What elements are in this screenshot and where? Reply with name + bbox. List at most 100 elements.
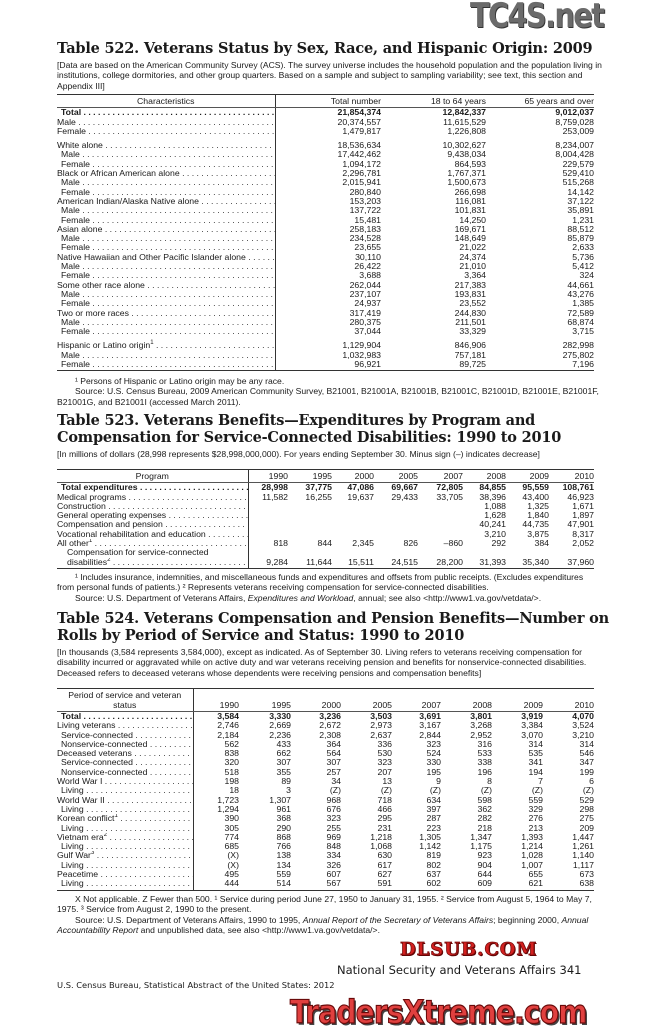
cell-value: 11,615,529 (443, 116, 486, 127)
row-label: Female (57, 126, 276, 137)
cell-value: 3,384 (521, 720, 543, 731)
row-label: Female (57, 159, 276, 170)
table-row: Two or more races 317,419 244,830 72,589 (57, 307, 594, 318)
row-label-text: Vietnam era (57, 832, 104, 842)
cell-value: 37,122 (567, 195, 594, 206)
cell-value: 28,998 (261, 482, 288, 493)
cell-value: 655 (528, 869, 544, 880)
leader-dots (129, 309, 274, 318)
cell-value: 46,923 (567, 491, 594, 502)
row-label: Some other race alone (57, 280, 276, 290)
footnote-marker: 1 (88, 539, 93, 545)
table-row: Asian alone 258,183 169,671 88,512 (57, 224, 594, 235)
leader-dots (132, 749, 192, 758)
row-label-text: Compensation and pension (57, 520, 163, 530)
cell-value: 718 (377, 794, 393, 805)
cell-value: 598 (477, 794, 493, 805)
column-header: Total number (275, 93, 381, 109)
cell-value: 1,305 (419, 831, 441, 842)
table-523: Program 1990 1995 2000 2005 2007 2008 2009 2010 … (57, 468, 594, 569)
table-header-row: Period of service and veteran status 1990… (57, 688, 594, 712)
cell-value: 231 (377, 822, 393, 833)
cell-value: 330 (426, 757, 442, 768)
column-header-label: Characteristics (57, 93, 276, 109)
row-label-text: Female (61, 271, 90, 281)
cell-value (288, 502, 332, 511)
cell-value: 444 (193, 879, 239, 891)
cell-value: 275 (579, 813, 595, 824)
leader-dots (133, 731, 192, 740)
row-label: Construction (57, 501, 249, 512)
row-label-text: Male (61, 150, 80, 160)
cell-value: 535 (528, 748, 544, 759)
row-label: Male (57, 150, 276, 160)
leader-dots (90, 327, 274, 336)
cell-value: 819 (426, 850, 442, 861)
cell-value: 14,250 (459, 214, 486, 225)
cell-value: 24,374 (459, 251, 486, 262)
cell-value (418, 520, 463, 529)
leader-dots (80, 290, 274, 299)
cell-value: 638 (543, 879, 594, 891)
source-publication: Annual Report of the Secretary of Vetera… (302, 914, 494, 925)
cell-value: 37,775 (305, 482, 332, 493)
cell-value: 101,831 (454, 205, 486, 216)
cell-value: 524 (426, 748, 442, 759)
row-label: Female (57, 299, 276, 309)
footnote-marker: 3 (90, 851, 95, 857)
cell-value: 89 (281, 776, 291, 787)
cell-value: 923 (477, 850, 493, 861)
leader-dots (206, 530, 247, 539)
table-row: Male 234,528 148,649 85,879 (57, 233, 594, 244)
cell-value: 37,960 (549, 557, 594, 569)
leader-dots (92, 539, 247, 548)
row-label-text: Female (61, 159, 90, 169)
cell-value: 72,805 (436, 482, 463, 493)
leader-dots (84, 879, 192, 888)
table-row: Gulf War3 (X) 138 334 630 819 923 1,028 1,140 (57, 850, 594, 861)
cell-value: 627 (377, 869, 393, 880)
row-label: Female (57, 187, 276, 197)
cell-value: 280,375 (349, 316, 381, 327)
leader-dots (94, 851, 192, 860)
row-label-text: Gulf War (57, 851, 91, 861)
cell-value: 262,044 (349, 279, 381, 290)
cell-value: 21,854,374 (337, 107, 381, 118)
cell-value: 1,140 (572, 850, 594, 861)
table-row: Service-connected 2,184 2,236 2,308 2,637 2,8… (57, 730, 594, 740)
cell-value: 1,347 (470, 831, 492, 842)
cell-value: 194 (528, 766, 544, 777)
cell-value: 17,442,462 (337, 149, 381, 160)
row-label-text: Male (57, 117, 76, 127)
cell-value: 362 (477, 803, 493, 814)
row-label-text: Construction (57, 501, 106, 511)
cell-value: 529 (579, 794, 595, 805)
cell-value: 253,009 (562, 125, 594, 136)
column-header: 1990 (248, 468, 288, 484)
cell-value: 15,481 (354, 214, 381, 225)
table-row: Compensation and pension 40,241 44,735 47,9… (57, 520, 594, 530)
footnote: ¹ Includes insurance, indemnities, and m… (57, 572, 584, 593)
row-label-text: Female (57, 126, 86, 136)
column-header: 2007 (392, 688, 441, 712)
cell-value: 35,340 (506, 557, 549, 569)
cell-value: 1,628 (484, 510, 506, 521)
cell-value: 621 (492, 879, 543, 891)
cell-value: 433 (276, 738, 292, 749)
cell-value: 244,830 (454, 307, 486, 318)
cell-value: 609 (441, 879, 492, 891)
table-row: Living (X) 134 326 617 802 904 1,007 1,117 (57, 860, 594, 871)
cell-value: (Z) (531, 785, 543, 796)
leader-dots (98, 870, 192, 879)
tc4s-watermark: TC4S.net (470, 0, 605, 36)
row-label-text: Total (61, 711, 82, 721)
cell-value: 16,255 (305, 491, 332, 502)
cell-value: 153,203 (349, 195, 381, 206)
row-label: Korean conflict1 (57, 814, 194, 824)
leader-dots (90, 160, 274, 169)
cell-value: 9,284 (248, 557, 288, 569)
cell-value: 848 (326, 841, 342, 852)
cell-value: 33,329 (459, 326, 486, 337)
cell-value: 3,167 (419, 720, 441, 731)
cell-value: 8,004,428 (555, 149, 594, 160)
